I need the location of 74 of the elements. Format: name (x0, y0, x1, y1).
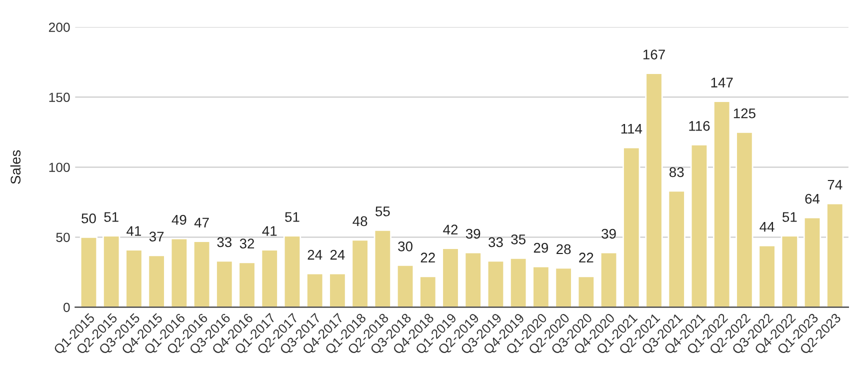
bar (826, 202, 844, 308)
data-label: 83 (669, 167, 684, 178)
data-label: 147 (711, 78, 733, 88)
y-tick-label: 100 (49, 162, 70, 172)
data-label: 33 (217, 237, 232, 248)
data-label: 55 (376, 206, 390, 216)
data-label: 125 (734, 108, 756, 118)
bar (396, 264, 414, 308)
bar (216, 260, 234, 308)
bar (736, 131, 754, 308)
bar (690, 144, 708, 308)
bar (125, 249, 143, 308)
data-label: 116 (689, 121, 710, 131)
bar (758, 244, 776, 308)
bar (486, 260, 505, 308)
bar (780, 235, 798, 308)
bar (464, 252, 482, 308)
bar (712, 100, 731, 308)
data-label: 114 (621, 124, 642, 134)
bar (192, 240, 211, 308)
bar (374, 229, 392, 308)
y-axis-title: Sales (10, 150, 21, 184)
data-label: 50 (82, 213, 96, 224)
data-label: 167 (643, 50, 665, 60)
bar (238, 262, 256, 308)
data-label: 39 (602, 228, 616, 239)
bar (554, 267, 572, 308)
y-tick-label: 0 (63, 302, 70, 312)
data-label: 30 (398, 241, 412, 252)
bar (80, 236, 98, 308)
data-label: 24 (308, 250, 322, 260)
bar (600, 252, 618, 308)
bar (532, 266, 550, 308)
data-label: 22 (579, 252, 594, 262)
data-label: 37 (149, 232, 164, 242)
y-tick-label: 150 (49, 92, 70, 102)
data-label: 42 (443, 224, 458, 234)
data-label: 51 (782, 212, 797, 222)
data-label: 48 (352, 216, 368, 226)
data-label: 44 (760, 222, 774, 232)
bar (645, 72, 663, 308)
data-label: 24 (330, 250, 345, 260)
bar (803, 216, 822, 308)
bar (577, 276, 595, 308)
bar (170, 238, 188, 308)
bar (510, 257, 528, 308)
bar (668, 190, 686, 308)
data-label: 51 (285, 212, 300, 222)
data-label: 39 (466, 228, 480, 239)
bar (102, 235, 120, 308)
data-label: 51 (104, 212, 118, 222)
data-label: 41 (262, 226, 277, 236)
data-label: 28 (556, 244, 571, 254)
bar (328, 272, 346, 308)
data-label: 47 (194, 218, 209, 228)
data-label: 32 (240, 238, 254, 249)
bar (622, 146, 640, 308)
data-label: 22 (420, 252, 435, 262)
bar (351, 239, 369, 308)
data-label: 29 (534, 242, 548, 253)
data-label: 35 (511, 234, 526, 244)
bar (306, 272, 324, 308)
data-label: 64 (805, 194, 820, 204)
data-label: 41 (126, 226, 142, 236)
bar (419, 276, 437, 308)
bar (260, 249, 278, 308)
bar (442, 248, 460, 308)
bar (283, 235, 302, 308)
y-tick-label: 200 (48, 22, 70, 32)
bar (148, 254, 166, 308)
data-label: 49 (172, 214, 186, 225)
data-label: 74 (828, 180, 842, 190)
data-label: 33 (488, 237, 503, 248)
y-tick-label: 50 (56, 232, 70, 242)
